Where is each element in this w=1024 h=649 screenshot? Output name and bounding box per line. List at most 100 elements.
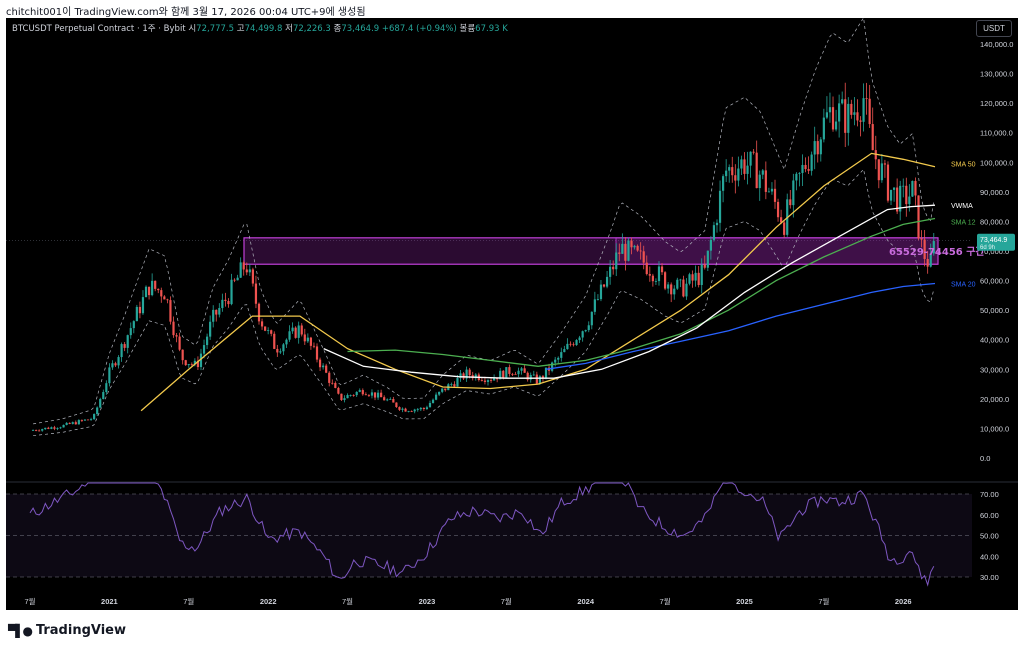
candle-body	[667, 284, 670, 289]
price-tick-label: 80,000.0	[980, 217, 1009, 226]
brand-text: TradingView	[35, 623, 126, 638]
candle-body	[865, 98, 868, 99]
series-label: SMA 50	[951, 162, 976, 169]
candle-body	[215, 309, 218, 315]
candle-body	[636, 245, 639, 251]
candle-body	[294, 327, 297, 338]
candle-body	[731, 167, 734, 176]
candle-body	[395, 402, 398, 408]
candle-body	[822, 117, 825, 140]
candle-body	[486, 380, 490, 382]
candle-body	[831, 107, 835, 130]
candle-body	[389, 399, 392, 400]
candle-body	[697, 272, 700, 286]
high-value: 74,499.8	[244, 24, 283, 34]
candle-body	[773, 188, 777, 202]
candle-body	[685, 283, 688, 297]
time-tick-label: 7월	[501, 596, 512, 606]
candle-body	[807, 169, 810, 171]
candle-body	[135, 306, 138, 322]
candle-body	[462, 373, 465, 379]
candle-body	[899, 185, 902, 212]
envelope-lower	[33, 168, 935, 437]
candle-body	[663, 272, 667, 289]
candle-body	[407, 411, 410, 413]
candle-body	[285, 339, 288, 345]
zone-label: 65529-74456 구간	[889, 245, 985, 258]
candle-body	[413, 409, 416, 412]
rsi-tick-label: 40.00	[980, 552, 999, 561]
candle-body	[908, 196, 911, 205]
candle-body	[892, 187, 896, 190]
rsi-tick-label: 70.00	[980, 490, 999, 499]
candle-body	[160, 290, 163, 297]
rsi-tick-label: 30.00	[980, 573, 999, 582]
candle-body	[520, 368, 523, 371]
candle-body	[758, 174, 761, 189]
candle-body	[642, 251, 645, 263]
price-tick-label: 20,000.0	[980, 395, 1009, 404]
candle-body	[318, 359, 322, 368]
candle-body	[465, 369, 468, 379]
candle-body	[474, 374, 477, 379]
candle-body	[557, 357, 560, 360]
candle-body	[273, 333, 276, 349]
time-tick-label: 7월	[24, 596, 35, 606]
candle-body	[609, 266, 612, 277]
price-tick-label: 40,000.0	[980, 336, 1009, 345]
price-tick-label: 60,000.0	[980, 277, 1009, 286]
candle-body	[322, 365, 325, 368]
candle-body	[132, 321, 135, 329]
candle-body	[276, 348, 279, 353]
candle-body	[578, 337, 581, 341]
tradingview-logo[interactable]: ▀▌● TradingView	[8, 623, 126, 638]
candle-body	[257, 303, 261, 322]
candle-body	[349, 395, 352, 396]
candle-body	[166, 299, 169, 301]
candle-body	[199, 353, 203, 368]
candle-body	[47, 427, 50, 429]
time-tick-label: 2025	[736, 597, 753, 606]
candle-body	[676, 279, 679, 289]
candle-body	[123, 344, 126, 348]
candle-body	[56, 428, 59, 429]
candle-body	[343, 398, 346, 401]
candle-body	[703, 264, 706, 268]
candle-body	[566, 343, 569, 350]
currency-button[interactable]: USDT	[976, 20, 1012, 37]
candle-body	[68, 422, 71, 424]
candle-body	[209, 321, 212, 337]
candle-body	[734, 175, 737, 181]
candle-body	[798, 172, 801, 174]
candle-body	[615, 252, 618, 270]
candle-body	[438, 391, 441, 395]
candle-body	[529, 374, 532, 380]
candle-body	[236, 277, 239, 281]
candle-body	[288, 331, 291, 340]
time-tick-label: 2023	[419, 597, 436, 606]
candle-body	[267, 330, 270, 331]
candle-body	[633, 245, 636, 248]
candle-body	[163, 296, 166, 300]
candle-body	[193, 360, 196, 365]
candle-body	[590, 311, 593, 326]
candle-body	[120, 344, 123, 358]
candle-body	[627, 240, 630, 261]
candle-body	[596, 299, 600, 300]
candle-body	[83, 419, 87, 421]
candle-body	[489, 380, 493, 381]
candle-body	[233, 279, 236, 281]
candle-body	[648, 274, 651, 276]
candle-body	[398, 407, 401, 410]
chart-attribution: chitchit001이 TradingView.com와 함께 3월 17, …	[6, 7, 366, 18]
candle-body	[239, 262, 242, 278]
candle-body	[844, 99, 847, 133]
candle-body	[789, 199, 792, 206]
candle-body	[187, 364, 190, 366]
candle-body	[251, 269, 254, 284]
candle-body	[468, 369, 471, 376]
candle-body	[224, 299, 227, 301]
candle-body	[102, 392, 105, 400]
candle-body	[801, 164, 804, 173]
